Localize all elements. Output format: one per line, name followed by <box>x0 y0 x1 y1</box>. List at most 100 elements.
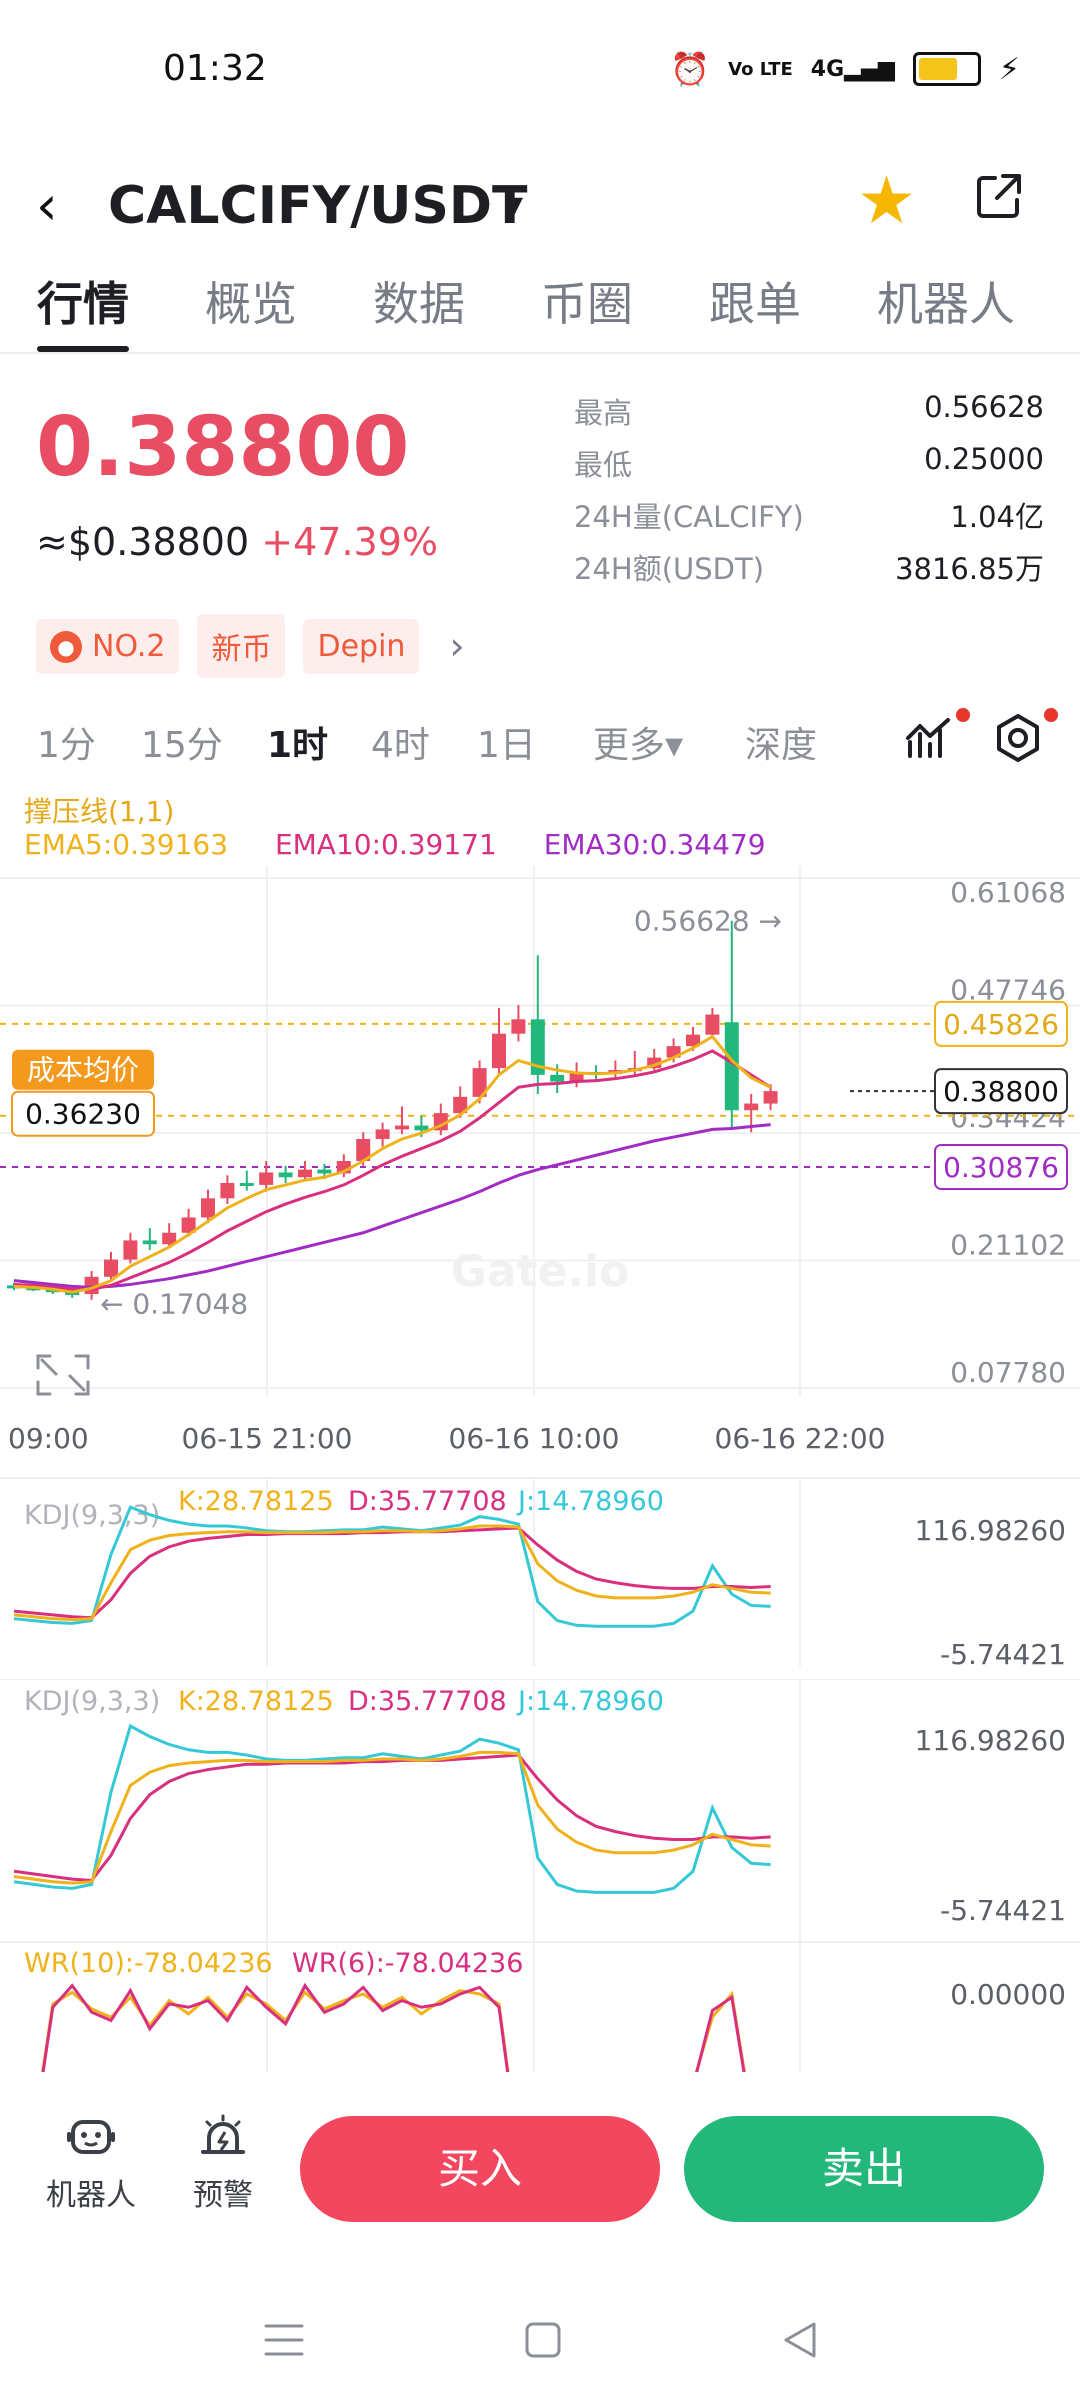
main-tabs: 行情 概览 数据 币圈 跟单 机器人 <box>0 260 1080 354</box>
depth-tab[interactable]: 深度 <box>745 725 818 766</box>
x-tick-label: 09:00 <box>8 1422 89 1455</box>
pair-dropdown-icon[interactable]: ▾ <box>506 184 524 224</box>
notification-dot <box>1044 708 1058 722</box>
resistance-tag-text: 0.45826 <box>943 1008 1059 1041</box>
last-price-tag-text: 0.38800 <box>943 1075 1059 1108</box>
candle-body <box>763 1091 778 1104</box>
wr-max-label: 0.00000 <box>950 1978 1066 2011</box>
tab-copy-trading[interactable]: 跟单 <box>709 277 801 331</box>
ticker-stats: 最高 0.56628 最低 0.25000 24H量(CALCIFY) 1.04亿 2… <box>574 390 1044 598</box>
system-nav-bar <box>0 2280 1080 2400</box>
kdj-k-line <box>13 1524 771 1622</box>
kdj-k-line <box>13 1750 771 1885</box>
volte-icon: Vo LTE <box>728 58 793 80</box>
tab-bot[interactable]: 机器人 <box>877 277 1015 331</box>
ema30-label: EMA30:0.34479 <box>543 828 766 861</box>
x-tick-label: 06-15 21:00 <box>182 1422 353 1455</box>
interval-4h[interactable]: 4时 <box>371 725 430 766</box>
kdj-j-label: J:14.78960 <box>516 1486 664 1517</box>
alert-shortcut[interactable]: 预警 <box>168 2110 278 2214</box>
candle-body <box>511 1019 526 1034</box>
wr6-label: WR(6):-78.04236 <box>292 1948 523 1979</box>
interval-15m[interactable]: 15分 <box>141 725 223 766</box>
candle-body <box>686 1034 700 1047</box>
interval-more[interactable]: 更多▾ <box>593 725 684 766</box>
price-chart[interactable]: 0.610680.477460.344240.211020.07780Gate.… <box>0 866 1080 1680</box>
ema5-label: EMA5:0.39163 <box>24 828 229 861</box>
back-icon[interactable]: ‹ <box>36 174 58 237</box>
candle-body <box>472 1068 487 1097</box>
kdj-k-label: K:28.78125 <box>178 1686 334 1717</box>
chart-settings-icon[interactable] <box>992 712 1044 764</box>
kdj-j-line <box>13 1505 771 1628</box>
candle-body <box>530 1019 545 1075</box>
candle-body <box>724 1022 739 1111</box>
alarm-bell-icon <box>201 2114 245 2154</box>
y-tick-label: 0.07780 <box>950 1356 1066 1389</box>
tab-market[interactable]: 行情 <box>37 277 129 331</box>
ema30-line <box>13 1123 771 1289</box>
last-price: 0.38800 <box>36 400 410 495</box>
candle-body <box>356 1138 371 1161</box>
kdj-d-line <box>13 1526 771 1620</box>
battery-icon <box>912 52 981 86</box>
kdj-min-label: -5.74421 <box>940 1638 1066 1671</box>
candle-body <box>375 1129 390 1139</box>
kdj-k-label: K:28.78125 <box>178 1486 334 1517</box>
cost-tag-title-box <box>12 1049 154 1090</box>
cost-tag-value-box <box>11 1090 155 1137</box>
candle-body <box>453 1096 468 1114</box>
share-icon[interactable] <box>975 172 1023 220</box>
favorite-star-icon[interactable]: ★ <box>857 162 917 239</box>
menu-icon[interactable] <box>262 2320 306 2360</box>
support-tag-box <box>934 1143 1068 1190</box>
sell-button[interactable]: 卖出 <box>684 2116 1044 2222</box>
rank-tag[interactable]: ● NO.2 <box>36 618 180 674</box>
y-tick-label: 0.61068 <box>950 876 1066 909</box>
interval-1m[interactable]: 1分 <box>37 725 96 766</box>
kdj-j-label: J:14.78960 <box>516 1686 664 1717</box>
low-marker: ← 0.17048 <box>100 1287 248 1320</box>
tab-community[interactable]: 币圈 <box>541 277 633 331</box>
bot-shortcut[interactable]: 机器人 <box>36 2110 146 2214</box>
candle-body <box>550 1074 565 1082</box>
pair-title[interactable]: CALCIFY/USDT <box>108 176 528 236</box>
interval-1d[interactable]: 1日 <box>477 725 536 766</box>
signal-icon: 4G▂▄▆ <box>810 56 895 82</box>
status-bar: 01:32 ⏰ Vo LTE 4G▂▄▆ ⚡ <box>0 0 1080 140</box>
indicator-icon[interactable] <box>904 712 956 764</box>
fire-icon: ● <box>50 631 82 663</box>
fullscreen-icon <box>36 1354 90 1396</box>
ema10-label: EMA10:0.39171 <box>274 828 497 861</box>
coin-tags: ● NO.2 新币 Depin › <box>36 614 465 678</box>
tab-data[interactable]: 数据 <box>373 277 465 331</box>
candle-body <box>705 1014 720 1035</box>
buy-button[interactable]: 买入 <box>300 2116 660 2222</box>
back-nav-icon[interactable] <box>780 2320 820 2360</box>
candle-body <box>414 1125 429 1131</box>
kdj-d-label: D:35.77708 <box>348 1486 507 1517</box>
active-tab-indicator <box>37 346 129 352</box>
candle-body <box>744 1103 759 1111</box>
stat-row: 最高 0.56628 <box>574 390 1044 430</box>
candle-body <box>162 1232 177 1245</box>
bottom-action-bar: 机器人 预警 买入 卖出 <box>0 2080 1080 2260</box>
cost-tag-title: 成本均价 <box>27 1054 139 1087</box>
kdj-title: KDJ(9,3,3) <box>24 1500 160 1531</box>
new-coin-tag[interactable]: 新币 <box>197 614 286 678</box>
wr6-line <box>40 1982 747 2080</box>
tab-overview[interactable]: 概览 <box>205 277 297 331</box>
candle-body <box>220 1182 235 1199</box>
ema10-line <box>13 1049 772 1291</box>
status-time: 01:32 <box>163 48 267 89</box>
candle-body <box>201 1198 215 1218</box>
home-icon[interactable] <box>523 2320 563 2360</box>
interval-bar: 1分 15分 1时 4时 1日 更多▾ 深度 <box>0 704 1080 772</box>
usd-price: ≈$0.38800 <box>36 520 250 564</box>
candle-body <box>142 1240 157 1245</box>
stat-row: 最低 0.25000 <box>574 442 1044 482</box>
kdj-title: KDJ(9,3,3) <box>24 1686 160 1717</box>
interval-1h[interactable]: 1时 <box>267 725 329 766</box>
sector-tag[interactable]: Depin <box>303 618 420 674</box>
chevron-right-icon[interactable]: › <box>449 624 465 668</box>
